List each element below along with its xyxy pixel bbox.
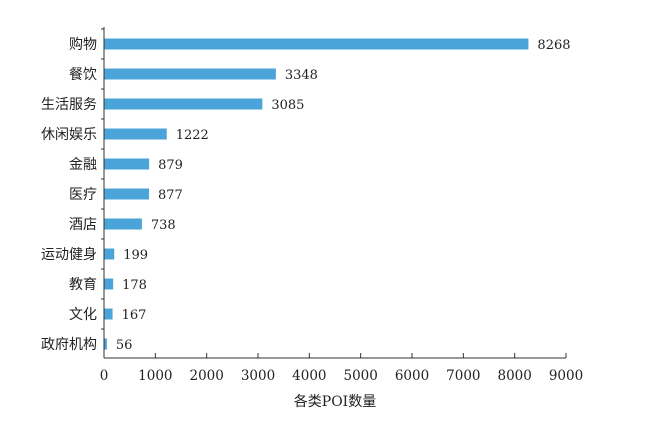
category-label-0: 购物 (69, 37, 97, 53)
bar-5 (104, 188, 150, 200)
x-tick-label-9: 9000 (549, 368, 583, 384)
x-tick-label-1: 1000 (138, 368, 172, 384)
category-label-1: 餐饮 (69, 67, 97, 83)
category-label-6: 酒店 (69, 217, 97, 233)
value-label-2: 3085 (271, 98, 304, 113)
bar-9 (104, 308, 113, 320)
value-label-6: 738 (151, 218, 176, 233)
x-tick-label-5: 5000 (343, 368, 377, 384)
bar-4 (104, 158, 150, 170)
category-label-5: 医疗 (69, 187, 97, 203)
x-tick-label-8: 8000 (497, 368, 531, 384)
bars-group (104, 38, 529, 350)
x-tick-label-0: 0 (100, 368, 109, 384)
axes-group (101, 27, 566, 359)
category-label-4: 金融 (69, 157, 97, 173)
x-tick-label-7: 7000 (446, 368, 480, 384)
bar-2 (104, 98, 263, 110)
category-label-9: 文化 (69, 307, 97, 323)
x-tick-label-4: 4000 (292, 368, 326, 384)
x-tick-label-6: 6000 (395, 368, 429, 384)
category-label-2: 生活服务 (41, 97, 97, 113)
value-label-10: 56 (116, 338, 133, 353)
bar-3 (104, 128, 167, 140)
value-label-0: 8268 (537, 38, 570, 53)
category-label-8: 教育 (69, 277, 97, 293)
category-label-3: 休闲娱乐 (41, 127, 97, 143)
bar-6 (104, 218, 142, 230)
bar-1 (104, 68, 276, 80)
bar-10 (104, 338, 107, 350)
x-tick-label-2: 2000 (189, 368, 223, 384)
x-tick-label-3: 3000 (241, 368, 275, 384)
value-label-4: 879 (158, 158, 183, 173)
bar-8 (104, 278, 114, 290)
bar-0 (104, 38, 529, 50)
value-label-1: 3348 (285, 68, 318, 83)
category-label-10: 政府机构 (41, 337, 97, 353)
value-label-9: 167 (122, 308, 147, 323)
value-label-5: 877 (158, 188, 183, 203)
value-label-3: 1222 (176, 128, 209, 143)
x-axis-title: 各类POI数量 (294, 394, 376, 410)
value-label-8: 178 (122, 278, 147, 293)
x-ticks-group: 0 1000 2000 3000 4000 5000 6000 7000 8000 9000 (100, 353, 583, 384)
bar-7 (104, 248, 115, 260)
category-label-7: 运动健身 (41, 247, 97, 263)
value-label-7: 199 (123, 248, 148, 263)
